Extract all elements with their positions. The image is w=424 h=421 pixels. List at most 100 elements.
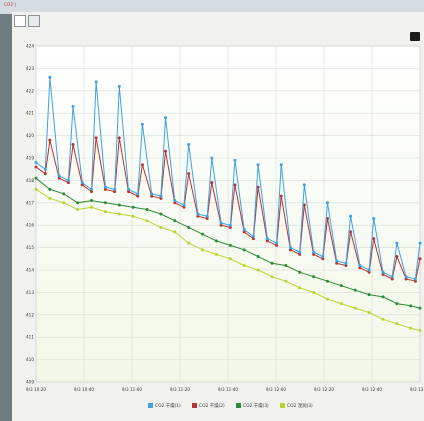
data-point bbox=[214, 239, 218, 243]
y-tick-label: 409 bbox=[26, 380, 34, 385]
data-point bbox=[288, 248, 292, 252]
data-point bbox=[140, 163, 144, 167]
data-point bbox=[312, 250, 316, 254]
data-point bbox=[265, 237, 269, 241]
data-point bbox=[34, 160, 38, 164]
data-point bbox=[395, 322, 399, 326]
data-point bbox=[298, 252, 302, 256]
legend-swatch bbox=[236, 403, 241, 408]
data-point bbox=[270, 275, 274, 279]
data-point bbox=[117, 136, 121, 140]
y-tick-label: 422 bbox=[26, 88, 34, 93]
data-point bbox=[381, 272, 385, 276]
data-point bbox=[71, 143, 75, 147]
data-point bbox=[298, 270, 302, 274]
data-point bbox=[173, 201, 177, 205]
data-point bbox=[219, 223, 223, 227]
x-tick-label: 9/3 10:20 bbox=[26, 387, 46, 392]
data-point bbox=[251, 234, 255, 238]
data-point bbox=[298, 250, 302, 254]
data-point bbox=[66, 181, 70, 185]
data-point bbox=[358, 264, 362, 268]
data-point bbox=[150, 194, 154, 198]
data-point bbox=[34, 165, 38, 169]
data-point bbox=[48, 138, 52, 142]
tab-data[interactable] bbox=[28, 15, 40, 27]
y-tick-label: 411 bbox=[26, 335, 34, 340]
data-point bbox=[335, 261, 339, 265]
data-point bbox=[159, 212, 163, 216]
data-point bbox=[136, 192, 140, 196]
data-point bbox=[265, 239, 269, 243]
data-point bbox=[187, 172, 191, 176]
x-tick-label: 9/3 11:20 bbox=[170, 387, 190, 392]
data-point bbox=[117, 212, 121, 216]
y-tick-label: 410 bbox=[26, 357, 34, 362]
legend-swatch bbox=[192, 403, 197, 408]
data-point bbox=[390, 275, 394, 279]
x-tick-label: 9/3 12:20 bbox=[314, 387, 334, 392]
data-point bbox=[210, 156, 214, 160]
data-point bbox=[113, 187, 117, 191]
data-point bbox=[344, 261, 348, 265]
data-point bbox=[76, 208, 80, 212]
data-point bbox=[335, 259, 339, 263]
data-point bbox=[150, 192, 154, 196]
data-point bbox=[233, 158, 237, 162]
y-tick-label: 421 bbox=[26, 111, 34, 116]
data-point bbox=[404, 275, 408, 279]
data-point bbox=[298, 286, 302, 290]
legend-swatch bbox=[280, 403, 285, 408]
data-point bbox=[372, 237, 376, 241]
data-point bbox=[34, 176, 38, 180]
legend-label: CO2 干燥(2) bbox=[199, 402, 225, 409]
data-point bbox=[145, 219, 149, 223]
data-point bbox=[395, 241, 399, 245]
data-point bbox=[372, 216, 376, 220]
legend-label: CO2 湿润(3) bbox=[287, 402, 313, 409]
data-point bbox=[113, 190, 117, 194]
data-point bbox=[127, 187, 131, 191]
data-point bbox=[339, 302, 343, 306]
data-point bbox=[279, 194, 283, 198]
data-point bbox=[159, 194, 163, 198]
data-point bbox=[182, 203, 186, 207]
data-point bbox=[344, 264, 348, 268]
data-point bbox=[117, 84, 121, 88]
data-point bbox=[43, 167, 47, 171]
x-tick-label: 9/3 12:00 bbox=[266, 387, 286, 392]
data-point bbox=[325, 297, 329, 301]
data-point bbox=[48, 196, 52, 200]
data-point bbox=[409, 326, 413, 330]
close-icon[interactable] bbox=[410, 32, 420, 41]
data-point bbox=[145, 208, 149, 212]
data-point bbox=[159, 196, 163, 200]
data-point bbox=[228, 243, 232, 247]
data-point bbox=[390, 277, 394, 281]
data-point bbox=[284, 279, 288, 283]
data-point bbox=[358, 266, 362, 270]
data-point bbox=[409, 304, 413, 308]
data-point bbox=[71, 104, 75, 108]
tab-chart[interactable] bbox=[14, 15, 26, 27]
data-point bbox=[210, 181, 214, 185]
data-point bbox=[187, 143, 191, 147]
data-point bbox=[284, 264, 288, 268]
data-point bbox=[279, 163, 283, 167]
legend-label: CO2 干燥(3) bbox=[243, 402, 269, 409]
data-point bbox=[312, 290, 316, 294]
data-point bbox=[381, 295, 385, 299]
data-point bbox=[136, 194, 140, 198]
data-point bbox=[80, 181, 84, 185]
data-point bbox=[339, 284, 343, 288]
data-point bbox=[214, 252, 218, 256]
x-tick-label: 9/3 10:40 bbox=[74, 387, 94, 392]
data-point bbox=[103, 185, 107, 189]
data-point bbox=[242, 248, 246, 252]
data-point bbox=[270, 261, 274, 265]
data-point bbox=[196, 212, 200, 216]
y-tick-label: 415 bbox=[26, 245, 34, 250]
data-point bbox=[196, 214, 200, 218]
data-point bbox=[187, 225, 191, 229]
